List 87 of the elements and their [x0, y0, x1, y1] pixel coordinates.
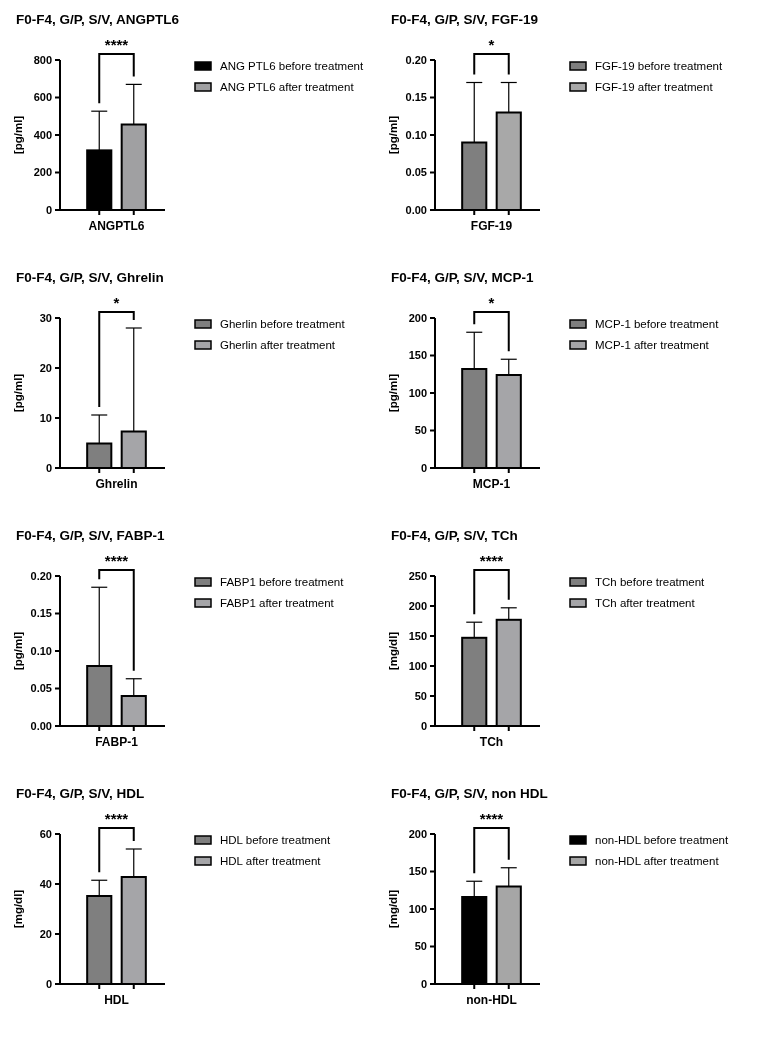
- chart-title: F0-F4, G/P, S/V, HDL: [16, 786, 145, 801]
- y-tick-label: 150: [408, 865, 427, 878]
- chart-title: F0-F4, G/P, S/V, non HDL: [391, 786, 548, 801]
- legend-label: non-HDL before treatment: [595, 834, 729, 847]
- y-tick-label: 400: [33, 128, 52, 141]
- legend-label: FABP1 before treatment: [220, 576, 345, 589]
- y-tick-label: 150: [408, 349, 427, 362]
- text: ****: [479, 552, 504, 569]
- legend-label: HDL after treatment: [220, 855, 322, 868]
- y-tick-label: 0: [45, 461, 52, 474]
- text: *: [113, 294, 120, 311]
- y-tick-label: 100: [408, 902, 427, 915]
- x-tick-label: HDL: [104, 993, 129, 1007]
- y-tick-label: 0: [420, 461, 427, 474]
- y-axis-title: [pg/ml]: [12, 115, 24, 155]
- y-axis-title: [pg/ml]: [12, 373, 24, 413]
- y-tick-label: 800: [33, 53, 52, 66]
- y-tick-label: 40: [39, 877, 52, 890]
- y-tick-label: 600: [33, 91, 52, 104]
- y-tick-label: 0.15: [405, 91, 427, 104]
- y-tick-label: 0: [420, 719, 427, 732]
- legend-label: Gherlin before treatment: [220, 318, 346, 331]
- y-tick-label: 0.00: [30, 719, 52, 732]
- y-axis-title: [pg/ml]: [387, 115, 399, 155]
- y-tick-label: 250: [408, 569, 427, 582]
- y-tick-label: 0: [45, 203, 52, 216]
- chart-title: F0-F4, G/P, S/V, Ghrelin: [16, 270, 164, 285]
- y-tick-label: 200: [408, 599, 427, 612]
- y-tick-label: 50: [414, 940, 427, 953]
- y-tick-label: 0.10: [30, 644, 52, 657]
- legend-label: FGF-19 before treatment: [595, 60, 723, 73]
- legend-label: FABP1 after treatment: [220, 597, 335, 610]
- x-tick-label: TCh: [479, 735, 504, 749]
- y-axis-title: [pg/ml]: [387, 373, 399, 413]
- y-tick-label: 0.05: [30, 682, 52, 695]
- y-axis-title: [pg/ml]: [12, 631, 24, 671]
- text: ****: [104, 810, 129, 827]
- chart-title: F0-F4, G/P, S/V, ANGPTL6: [16, 12, 180, 27]
- y-tick-label: 60: [39, 827, 52, 840]
- y-tick-label: 50: [414, 424, 427, 437]
- legend-label: HDL before treatment: [220, 834, 331, 847]
- legend-label: TCh before treatment: [595, 576, 706, 589]
- legend-label: FGF-19 after treatment: [595, 81, 714, 94]
- y-tick-label: 0.00: [405, 203, 427, 216]
- y-tick-label: 200: [408, 311, 427, 324]
- y-tick-label: 20: [39, 361, 52, 374]
- legend-label: ANG PTL6 before treatment: [220, 60, 364, 73]
- y-tick-label: 30: [39, 311, 52, 324]
- y-tick-label: 100: [408, 386, 427, 399]
- y-tick-label: 0.10: [405, 128, 427, 141]
- y-tick-label: 50: [414, 689, 427, 702]
- chart-title: F0-F4, G/P, S/V, FABP-1: [16, 528, 166, 543]
- legend-label: MCP-1 after treatment: [595, 339, 710, 352]
- y-tick-label: 0.05: [405, 166, 427, 179]
- y-tick-label: 0.20: [405, 53, 427, 66]
- y-axis-title: [mg/dl]: [387, 631, 399, 671]
- text: ****: [104, 36, 129, 53]
- y-tick-label: 150: [408, 629, 427, 642]
- chart-title: F0-F4, G/P, S/V, TCh: [391, 528, 518, 543]
- y-tick-label: 200: [33, 166, 52, 179]
- y-axis-title: [mg/dl]: [387, 889, 399, 929]
- legend-label: MCP-1 before treatment: [595, 318, 720, 331]
- y-axis-title: [mg/dl]: [12, 889, 24, 929]
- x-tick-label: MCP-1: [472, 477, 511, 491]
- y-tick-label: 0.20: [30, 569, 52, 582]
- text: *: [488, 36, 495, 53]
- y-tick-label: 200: [408, 827, 427, 840]
- y-tick-label: 0: [45, 977, 52, 990]
- x-tick-label: ANGPTL6: [88, 219, 145, 233]
- y-tick-label: 0: [420, 977, 427, 990]
- y-tick-label: 20: [39, 927, 52, 940]
- y-tick-label: 10: [39, 411, 52, 424]
- x-tick-label: FGF-19: [470, 219, 513, 233]
- y-tick-label: 100: [408, 659, 427, 672]
- legend-label: ANG PTL6 after treatment: [220, 81, 355, 94]
- text: *: [488, 294, 495, 311]
- chart-title: F0-F4, G/P, S/V, FGF-19: [391, 12, 539, 27]
- legend-label: Gherlin after treatment: [220, 339, 336, 352]
- x-tick-label: Ghrelin: [95, 477, 138, 491]
- x-tick-label: FABP-1: [95, 735, 139, 749]
- y-tick-label: 0.15: [30, 607, 52, 620]
- x-tick-label: non-HDL: [466, 993, 517, 1007]
- chart-title: F0-F4, G/P, S/V, MCP-1: [391, 270, 535, 285]
- legend-label: non-HDL after treatment: [595, 855, 720, 868]
- legend-label: TCh after treatment: [595, 597, 696, 610]
- text: ****: [104, 552, 129, 569]
- text: ****: [479, 810, 504, 827]
